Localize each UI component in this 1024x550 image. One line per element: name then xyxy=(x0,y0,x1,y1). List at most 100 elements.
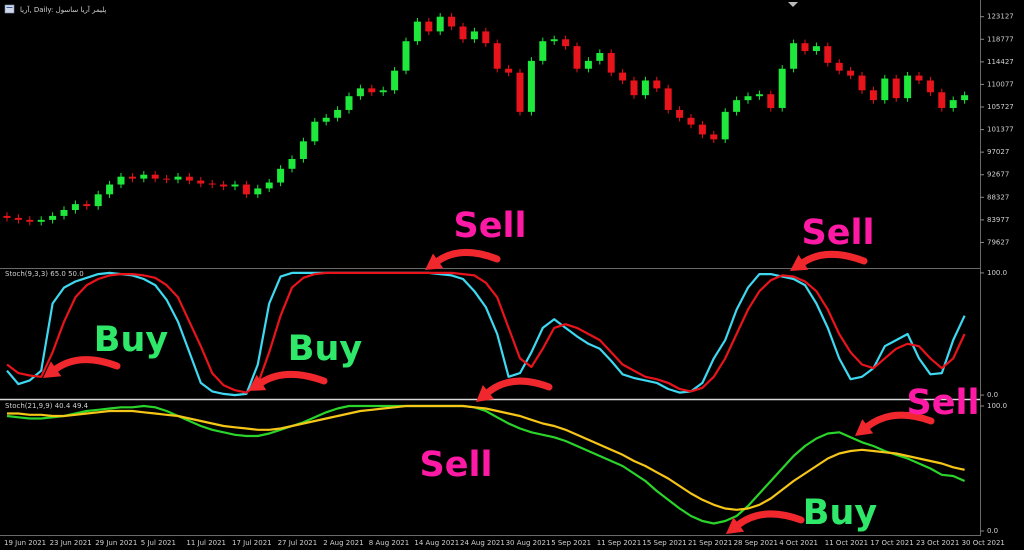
arrow-head xyxy=(476,385,495,402)
y-tick-label: 114427 xyxy=(987,58,1014,66)
y-tick-label: 118777 xyxy=(987,35,1014,43)
annotation-label: Sell xyxy=(454,206,527,246)
y-tick-label: 0.0 xyxy=(987,527,998,535)
arrow-head xyxy=(855,419,874,436)
candle-body xyxy=(676,109,684,118)
x-tick-label: 30 Aug 2021 xyxy=(506,539,551,547)
x-tick-label: 11 Jul 2021 xyxy=(186,539,226,547)
candle-body xyxy=(379,90,387,93)
candle-body xyxy=(368,88,376,93)
candle-body xyxy=(482,31,490,44)
candle-body xyxy=(277,168,285,183)
arrow-head xyxy=(726,517,745,534)
x-tick-label: 17 Jul 2021 xyxy=(232,539,272,547)
candle-body xyxy=(847,70,855,76)
indicator-line xyxy=(6,404,966,525)
candle-body xyxy=(322,117,330,122)
y-tick-label: 92677 xyxy=(987,171,1009,179)
candle-body xyxy=(311,121,319,142)
candle-body xyxy=(721,111,729,140)
candle-body xyxy=(698,124,706,135)
arrow-shaft xyxy=(864,411,935,430)
candle-body xyxy=(619,72,627,81)
annotation-label: Buy xyxy=(94,320,169,360)
arrow-head xyxy=(790,254,809,271)
candle-body xyxy=(83,204,91,207)
candle-body xyxy=(71,204,79,211)
candle-body xyxy=(835,62,843,71)
x-tick-label: 19 Jun 2021 xyxy=(4,539,46,547)
candle-body xyxy=(869,90,877,101)
candle-body xyxy=(208,183,216,185)
candle-body xyxy=(128,176,136,179)
candle-body xyxy=(812,46,820,52)
candle-body xyxy=(641,80,649,96)
candle-body xyxy=(265,182,273,189)
arrow-head xyxy=(425,253,444,270)
x-tick-label: 28 Sep 2021 xyxy=(734,539,778,547)
annotation-label: Sell xyxy=(802,213,875,253)
indicator-label: Stoch(9,3,3) 65.0 50.0 xyxy=(5,270,84,278)
candle-body xyxy=(402,41,410,71)
annotation-label: Buy xyxy=(803,493,878,533)
candle-body xyxy=(516,72,524,112)
candle-body xyxy=(550,39,558,42)
candle-body xyxy=(470,31,478,40)
candle-body xyxy=(413,21,421,42)
candle-body xyxy=(436,16,444,32)
x-tick-label: 27 Jul 2021 xyxy=(278,539,318,547)
candle-body xyxy=(185,176,193,181)
x-tick-label: 15 Sep 2021 xyxy=(642,539,686,547)
indicator-label: Stoch(21,9,9) 40.4 49.4 xyxy=(5,402,89,410)
candle-body xyxy=(733,100,741,112)
arrow-shaft xyxy=(485,377,553,396)
candle-body xyxy=(904,75,912,99)
candle-body xyxy=(778,68,786,108)
candle-body xyxy=(26,219,34,222)
candle-body xyxy=(892,78,900,99)
candle-body xyxy=(163,178,171,180)
y-tick-label: 0.0 xyxy=(987,391,998,399)
arrow-shaft xyxy=(434,248,501,265)
candle-body xyxy=(630,80,638,96)
x-tick-label: 4 Oct 2021 xyxy=(779,539,818,547)
candle-body xyxy=(881,78,889,101)
y-tick-label: 110077 xyxy=(987,80,1014,88)
arrow-head xyxy=(248,374,267,391)
candle-body xyxy=(527,60,535,112)
candle-body xyxy=(334,109,342,118)
candle-body xyxy=(299,141,307,159)
candle-body xyxy=(653,80,661,89)
x-tick-label: 30 Oct 2021 xyxy=(962,539,1005,547)
indicator-line xyxy=(6,271,966,397)
x-tick-label: 5 Jul 2021 xyxy=(141,539,176,547)
candle-body xyxy=(505,68,513,73)
candle-body xyxy=(391,70,399,91)
chart-header: آریا, Daily: پلیمر آریا ساسول xyxy=(20,5,106,14)
candle-body xyxy=(356,88,364,97)
arrow-shaft xyxy=(258,370,328,386)
x-tick-label: 29 Jun 2021 xyxy=(95,539,137,547)
x-tick-label: 2 Aug 2021 xyxy=(323,539,363,547)
candle-body xyxy=(744,96,752,101)
y-tick-label: 83977 xyxy=(987,216,1009,224)
candle-body xyxy=(459,26,467,40)
arrow-shaft xyxy=(799,250,868,266)
candle-body xyxy=(151,174,159,179)
y-tick-label: 101377 xyxy=(987,126,1014,134)
x-tick-label: 23 Oct 2021 xyxy=(916,539,959,547)
annotation-label: Sell xyxy=(420,445,493,485)
arrow-head xyxy=(43,361,62,378)
candle-body xyxy=(493,43,501,69)
candle-body xyxy=(60,210,68,216)
arrow-shaft xyxy=(52,356,121,373)
candle-body xyxy=(801,43,809,52)
annotation-label: Sell xyxy=(907,383,980,423)
y-tick-label: 79627 xyxy=(987,238,1009,246)
y-tick-label: 100.0 xyxy=(987,269,1007,277)
candle-body xyxy=(767,94,775,108)
candle-body xyxy=(790,43,798,69)
